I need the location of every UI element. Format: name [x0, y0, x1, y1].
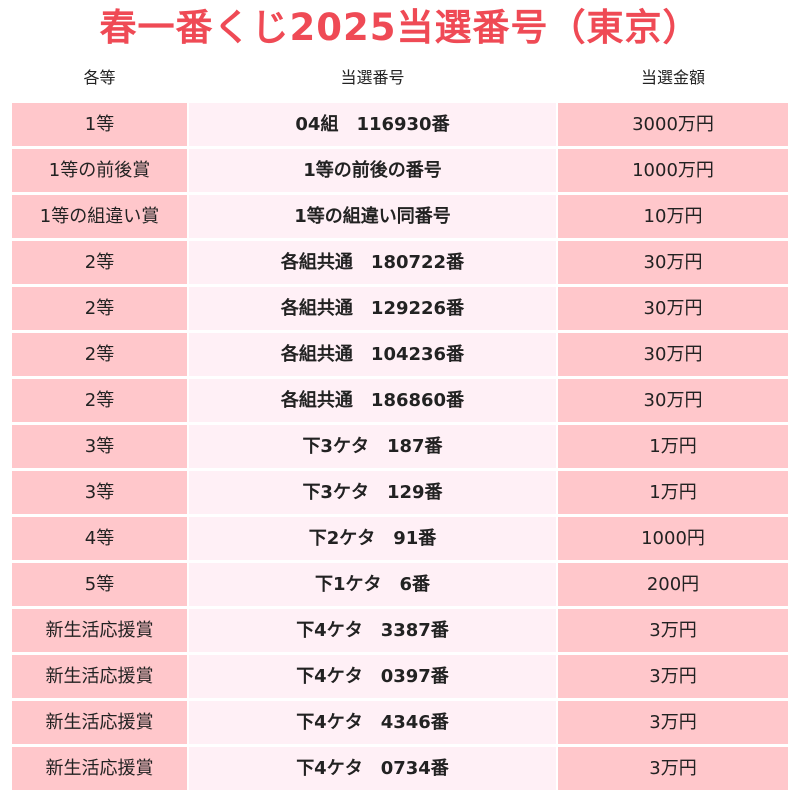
- amount-cell: 30万円: [558, 379, 788, 422]
- table-header: 各等 当選番号 当選金額: [12, 58, 788, 98]
- table-row: 新生活応援賞 下4ケタ 3387番 3万円: [12, 609, 788, 655]
- number-cell: 各組共通 104236番: [189, 333, 556, 376]
- grade-cell: 3等: [12, 471, 187, 514]
- amount-cell: 1000万円: [558, 149, 788, 192]
- table-row: 新生活応援賞 下4ケタ 0397番 3万円: [12, 655, 788, 701]
- amount-cell: 30万円: [558, 241, 788, 284]
- table-row: 新生活応援賞 下4ケタ 4346番 3万円: [12, 701, 788, 747]
- table-row: 2等 各組共通 104236番 30万円: [12, 333, 788, 379]
- grade-cell: 2等: [12, 379, 187, 422]
- number-cell: 各組共通 129226番: [189, 287, 556, 330]
- amount-cell: 30万円: [558, 287, 788, 330]
- table-row: 4等 下2ケタ 91番 1000円: [12, 517, 788, 563]
- number-cell: 下4ケタ 0734番: [189, 747, 556, 790]
- number-cell: 各組共通 186860番: [189, 379, 556, 422]
- amount-cell: 3万円: [558, 747, 788, 790]
- number-cell: 下3ケタ 129番: [189, 471, 556, 514]
- number-cell: 下4ケタ 4346番: [189, 701, 556, 744]
- number-cell: 04組 116930番: [189, 103, 556, 146]
- amount-cell: 1000円: [558, 517, 788, 560]
- amount-cell: 1万円: [558, 471, 788, 514]
- table-row: 2等 各組共通 129226番 30万円: [12, 287, 788, 333]
- number-cell: 下2ケタ 91番: [189, 517, 556, 560]
- table-row: 1等 04組 116930番 3000万円: [12, 103, 788, 149]
- number-cell: 下3ケタ 187番: [189, 425, 556, 468]
- number-cell: 1等の前後の番号: [189, 149, 556, 192]
- grade-cell: 4等: [12, 517, 187, 560]
- grade-cell: 新生活応援賞: [12, 609, 187, 652]
- grade-cell: 5等: [12, 563, 187, 606]
- grade-cell: 1等の前後賞: [12, 149, 187, 192]
- table-row: 3等 下3ケタ 129番 1万円: [12, 471, 788, 517]
- amount-cell: 3万円: [558, 701, 788, 744]
- grade-cell: 新生活応援賞: [12, 701, 187, 744]
- table-row: 1等の組違い賞 1等の組違い同番号 10万円: [12, 195, 788, 241]
- page-title: 春一番くじ2025当選番号（東京）: [99, 6, 701, 49]
- number-cell: 1等の組違い同番号: [189, 195, 556, 238]
- amount-cell: 3000万円: [558, 103, 788, 146]
- header-amount: 当選金額: [640, 68, 705, 87]
- table-row: 2等 各組共通 186860番 30万円: [12, 379, 788, 425]
- table-row: 2等 各組共通 180722番 30万円: [12, 241, 788, 287]
- table-row: 1等の前後賞 1等の前後の番号 1000万円: [12, 149, 788, 195]
- amount-cell: 10万円: [558, 195, 788, 238]
- number-cell: 下4ケタ 3387番: [189, 609, 556, 652]
- grade-cell: 2等: [12, 287, 187, 330]
- grade-cell: 1等: [12, 103, 187, 146]
- number-cell: 下4ケタ 0397番: [189, 655, 556, 698]
- amount-cell: 3万円: [558, 609, 788, 652]
- amount-cell: 1万円: [558, 425, 788, 468]
- number-cell: 各組共通 180722番: [189, 241, 556, 284]
- header-number: 当選番号: [340, 68, 405, 87]
- table-row: 5等 下1ケタ 6番 200円: [12, 563, 788, 609]
- table-row: 3等 下3ケタ 187番 1万円: [12, 425, 788, 471]
- amount-cell: 30万円: [558, 333, 788, 376]
- amount-cell: 3万円: [558, 655, 788, 698]
- amount-cell: 200円: [558, 563, 788, 606]
- results-table: 1等 04組 116930番 3000万円 1等の前後賞 1等の前後の番号 10…: [12, 103, 788, 793]
- table-row: 新生活応援賞 下4ケタ 0734番 3万円: [12, 747, 788, 793]
- grade-cell: 2等: [12, 241, 187, 284]
- grade-cell: 新生活応援賞: [12, 655, 187, 698]
- grade-cell: 3等: [12, 425, 187, 468]
- grade-cell: 新生活応援賞: [12, 747, 187, 790]
- number-cell: 下1ケタ 6番: [189, 563, 556, 606]
- grade-cell: 2等: [12, 333, 187, 376]
- header-grade: 各等: [83, 68, 116, 87]
- grade-cell: 1等の組違い賞: [12, 195, 187, 238]
